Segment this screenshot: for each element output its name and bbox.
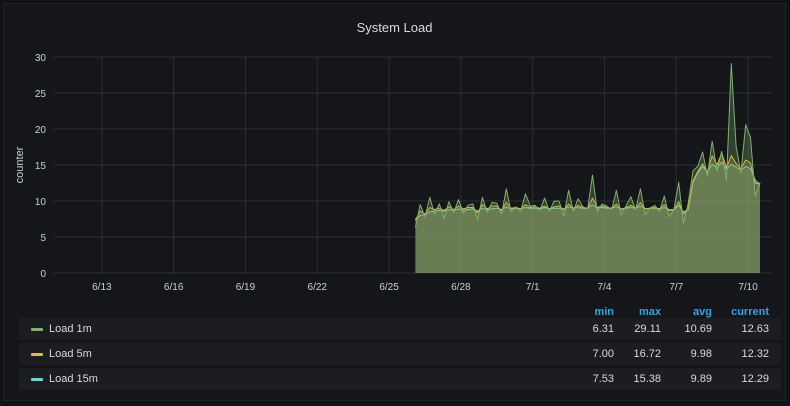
legend-min: 7.00 — [592, 348, 614, 360]
series-color-swatch[interactable] — [31, 328, 43, 331]
y-tick-label: 25 — [35, 89, 47, 100]
legend-avg: 9.98 — [690, 348, 712, 360]
legend-avg: 10.69 — [684, 323, 712, 335]
legend-item-load-5m[interactable]: Load 5m 7.00 16.72 9.98 12.32 — [19, 343, 781, 365]
y-tick-label: 0 — [40, 269, 46, 280]
x-tick-label: 7/10 — [738, 282, 758, 293]
legend-max: 15.38 — [633, 373, 661, 385]
legend-max: 16.72 — [633, 348, 661, 360]
legend-item-load-15m[interactable]: Load 15m 7.53 15.38 9.89 12.29 — [19, 368, 781, 390]
series-color-swatch[interactable] — [31, 378, 43, 381]
y-tick-label: 30 — [35, 53, 47, 64]
x-tick-label: 6/25 — [379, 282, 399, 293]
y-axis-label: counter — [14, 146, 26, 183]
legend-current: 12.63 — [741, 323, 769, 335]
legend-header-current[interactable]: current — [731, 306, 769, 318]
y-tick-label: 15 — [35, 161, 47, 172]
x-tick-label: 7/7 — [669, 282, 683, 293]
legend-header-avg[interactable]: avg — [693, 306, 712, 318]
legend-min: 6.31 — [592, 323, 614, 335]
series-line-load-1m — [414, 63, 761, 228]
legend-header-min[interactable]: min — [594, 306, 614, 318]
load-chart[interactable]: 0 5 10 15 20 25 30 6/13 6/16 6/19 6/22 6/25 6/28 7/1 7… — [4, 4, 787, 304]
legend-header: min max avg current — [4, 306, 787, 320]
series-area-load-5m — [415, 152, 760, 273]
series-color-swatch[interactable] — [31, 353, 43, 356]
x-tick-label: 7/4 — [598, 282, 612, 293]
x-tick-label: 7/1 — [526, 282, 540, 293]
legend-current: 12.32 — [741, 348, 769, 360]
x-tick-label: 6/13 — [92, 282, 112, 293]
x-tick-label: 6/16 — [164, 282, 184, 293]
legend-avg: 9.89 — [690, 373, 712, 385]
legend-header-max[interactable]: max — [638, 306, 661, 318]
y-tick-label: 20 — [35, 125, 47, 136]
panel-title[interactable]: System Load — [356, 20, 433, 35]
series-area-load-15m — [415, 162, 760, 273]
y-tick-label: 10 — [35, 197, 47, 208]
legend-series-name[interactable]: Load 5m — [49, 348, 92, 360]
x-tick-label: 6/28 — [451, 282, 471, 293]
y-tick-label: 5 — [40, 233, 46, 244]
legend-min: 7.53 — [592, 373, 614, 385]
system-load-panel: System Load 0 5 10 15 20 25 30 6/13 6/16 6/19 6/22… — [3, 3, 786, 401]
legend-current: 12.29 — [741, 373, 769, 385]
x-tick-label: 6/22 — [308, 282, 328, 293]
legend-series-name[interactable]: Load 1m — [49, 323, 92, 335]
series-area-load-1m — [415, 63, 760, 273]
legend-series-name[interactable]: Load 15m — [49, 373, 98, 385]
legend-max: 29.11 — [634, 323, 661, 335]
legend-item-load-1m[interactable]: Load 1m 6.31 29.11 10.69 12.63 — [19, 318, 781, 340]
x-tick-label: 6/19 — [236, 282, 256, 293]
